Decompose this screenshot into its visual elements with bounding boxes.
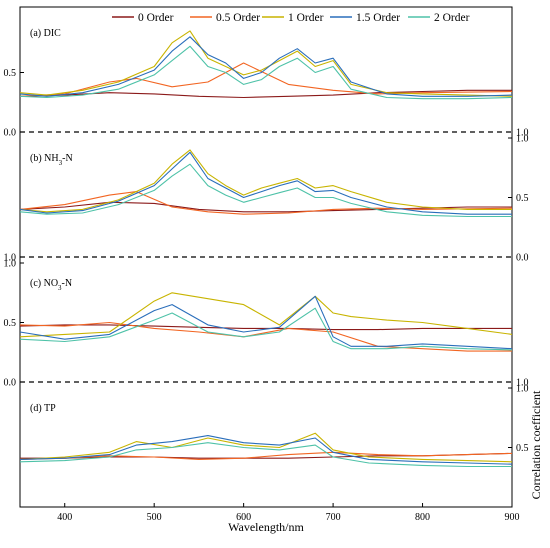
panel-label: (b) NH3-N [30, 153, 73, 167]
series-line [19, 324, 512, 331]
separator-right-label: 1.0 [516, 128, 529, 139]
series-line [19, 191, 513, 215]
series-line [19, 89, 512, 99]
separator-left-label: 0.0 [4, 378, 17, 389]
panel-label: (a) DIC [30, 28, 61, 39]
series-line [19, 45, 513, 100]
y-tick-label: 0.5 [4, 68, 17, 79]
panel-label: (c) NO3-N [30, 278, 72, 292]
legend-label: 2 Order [434, 12, 470, 24]
series-line [19, 292, 513, 338]
series-line [19, 295, 513, 350]
y-tick-label: 0.5 [516, 193, 529, 204]
series-line [19, 321, 512, 352]
panel: (d) TP 0.5 1.0 [19, 384, 529, 468]
legend: 0 Order 0.5 Order 1 Order 1.5 Order 2 Order [112, 12, 470, 24]
y-axis-title: Correlation coefficient [529, 390, 543, 499]
separator-right-label: 0.0 [516, 253, 529, 264]
series-line [19, 151, 512, 215]
x-tick-label: 400 [57, 512, 72, 523]
separator-left-label: 0.0 [4, 128, 17, 139]
y-tick-label: 1.0 [4, 259, 17, 270]
series-line [19, 149, 512, 213]
y-tick-label: 0.5 [516, 443, 529, 454]
panel: (b) NH3-N 0.5 1.0 1.0 0.0 [4, 134, 529, 264]
series-line [19, 307, 513, 351]
series-line [19, 432, 513, 463]
series-line [19, 442, 512, 468]
series-line [19, 435, 513, 465]
panel-label: (d) TP [30, 403, 56, 414]
x-tick-label: 800 [415, 512, 430, 523]
separator-left-label: 1.0 [4, 253, 17, 264]
separator-right-label: 1.0 [516, 378, 529, 389]
legend-label: 0.5 Order [216, 12, 260, 24]
y-tick-label: 1.0 [516, 384, 529, 395]
legend-label: 1 Order [288, 12, 324, 24]
legend-label: 0 Order [138, 12, 174, 24]
panel: (c) NO3-N 0.5 1.0 0.0 1.0 [4, 259, 529, 389]
x-tick-label: 900 [505, 512, 520, 523]
x-tick-label: 500 [147, 512, 162, 523]
x-tick-label: 600 [236, 512, 251, 523]
y-tick-label: 0.5 [4, 318, 17, 329]
y-tick-label: 1.0 [516, 134, 529, 145]
panel: (a) DIC 0.5 0.0 1.0 [4, 28, 529, 139]
series-line [19, 36, 513, 97]
series-line [19, 30, 513, 97]
legend-label: 1.5 Order [356, 12, 400, 24]
x-axis-title: Wavelength/nm [228, 520, 304, 534]
x-axis: 400 500 600 700 800 900 [57, 503, 520, 523]
series-line [19, 163, 512, 218]
series-line [19, 451, 513, 460]
x-tick-label: 700 [326, 512, 341, 523]
series-line [19, 201, 512, 213]
